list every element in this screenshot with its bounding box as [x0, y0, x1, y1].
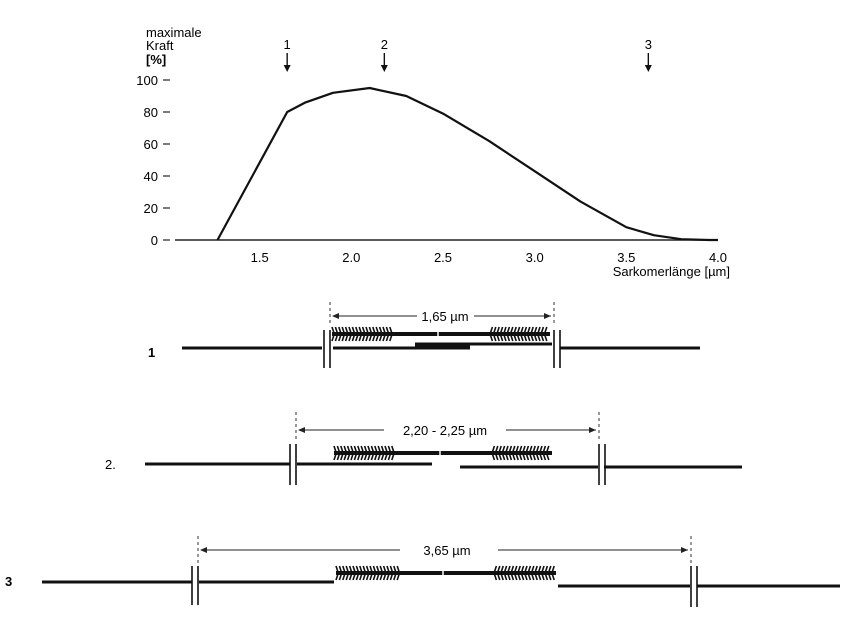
sarcomere-3: 3 3,65 µm [5, 536, 840, 607]
x-tick-label-3.5: 3.5 [617, 250, 635, 265]
sarcomere-3-label: 3 [5, 574, 12, 589]
sarcomere-1: 1 1,65 µm [148, 302, 700, 368]
x-tick-label-2.0: 2.0 [342, 250, 360, 265]
y-tick-label-100: 100 [136, 73, 158, 88]
sarcomere-3-z-disc-right [690, 566, 698, 607]
y-tick-label-60: 60 [144, 137, 158, 152]
y-axis-label-line-2: Kraft [146, 38, 174, 53]
sarcomere-2-z-disc-left [289, 444, 297, 485]
length-marker-1-label: 1 [284, 37, 291, 52]
sarcomere-1-length-label: 1,65 µm [421, 309, 468, 324]
myosin-heads [333, 445, 550, 461]
x-tick-label-3.0: 3.0 [526, 250, 544, 265]
sarcomere-1-z-disc-right [553, 330, 561, 368]
y-tick-marks [163, 79, 170, 241]
y-tick-label-40: 40 [144, 169, 158, 184]
y-tick-label-80: 80 [144, 105, 158, 120]
sarcomere-1-myosin-filament [331, 326, 550, 342]
sarcomere-length-markers: 1 2 3 [284, 37, 652, 72]
sarcomere-1-label: 1 [148, 345, 155, 360]
length-marker-2-label: 2 [381, 37, 388, 52]
length-marker-2: 2 [381, 37, 388, 72]
length-marker-3: 3 [645, 37, 652, 72]
myosin-heads [331, 326, 548, 342]
sarcomere-1-z-disc-left [323, 330, 331, 368]
x-tick-labels: 1.5 2.0 2.5 3.0 3.5 4.0 [251, 250, 727, 265]
length-marker-1-arrow-head [283, 65, 291, 72]
y-axis-label-line-1: maximale [146, 25, 202, 40]
sarcomere-3-z-disc-left [191, 566, 199, 605]
y-axis-label: maximale Kraft [%] [146, 25, 202, 67]
sarcomere-2-label: 2. [105, 457, 116, 472]
length-marker-1: 1 [284, 37, 291, 72]
x-tick-label-1.5: 1.5 [251, 250, 269, 265]
sarcomere-2-length-label: 2,20 - 2,25 µm [403, 423, 487, 438]
length-marker-3-arrow-head [644, 65, 652, 72]
length-marker-2-arrow-head [380, 65, 388, 72]
sarcomere-2-z-disc-right [598, 444, 606, 485]
y-tick-label-20: 20 [144, 201, 158, 216]
length-marker-3-label: 3 [645, 37, 652, 52]
y-tick-label-0: 0 [151, 233, 158, 248]
y-tick-labels: 0 20 40 60 80 100 [136, 73, 158, 248]
sarcomere-2-myosin-filament [333, 445, 552, 461]
sarcomere-3-myosin-filament [335, 565, 556, 581]
x-tick-label-4.0: 4.0 [709, 250, 727, 265]
x-tick-label-2.5: 2.5 [434, 250, 452, 265]
sarcomere-3-length-label: 3,65 µm [423, 543, 470, 558]
myosin-heads [335, 565, 555, 581]
force-length-chart: maximale Kraft [%] 0 20 40 60 80 100 1.5 2.0 2.… [136, 25, 730, 279]
sarcomere-2: 2. 2,20 - 2,25 µm [105, 412, 742, 485]
force-curve [216, 86, 718, 242]
y-axis-label-line-3: [%] [146, 52, 166, 67]
x-axis-label: Sarkomerlänge [µm] [613, 264, 730, 279]
